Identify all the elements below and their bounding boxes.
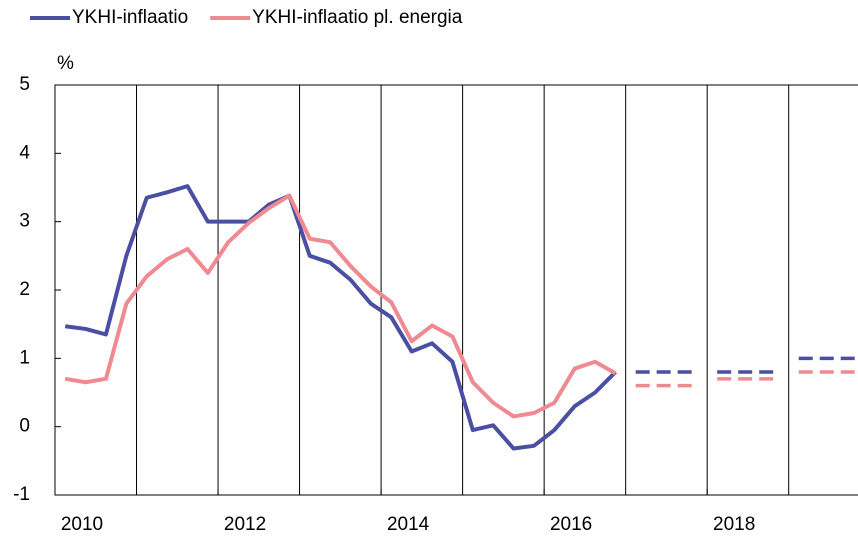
- y-tick-label: 1: [19, 347, 30, 368]
- x-tick-label: 2018: [713, 514, 755, 535]
- y-tick-label: 2: [19, 279, 30, 300]
- x-tick-label: 2014: [387, 514, 430, 535]
- x-tick-label: 2016: [550, 514, 592, 535]
- y-tick-label: 5: [19, 74, 30, 95]
- legend-label: YKHI-inflaatio pl. energia: [252, 7, 463, 28]
- plot-frame: [54, 84, 858, 496]
- y-tick-label: -1: [13, 484, 30, 505]
- y-tick-label: 3: [19, 211, 30, 232]
- series-line: [64, 184, 617, 451]
- series-line: [64, 193, 617, 419]
- legend-label: YKHI-inflaatio: [72, 7, 188, 28]
- y-tick-label: 4: [19, 142, 30, 163]
- x-tick-label: 2012: [224, 514, 266, 535]
- x-tick-label: 2010: [61, 514, 103, 535]
- y-tick-label: 0: [19, 416, 30, 437]
- y-unit: %: [57, 53, 74, 74]
